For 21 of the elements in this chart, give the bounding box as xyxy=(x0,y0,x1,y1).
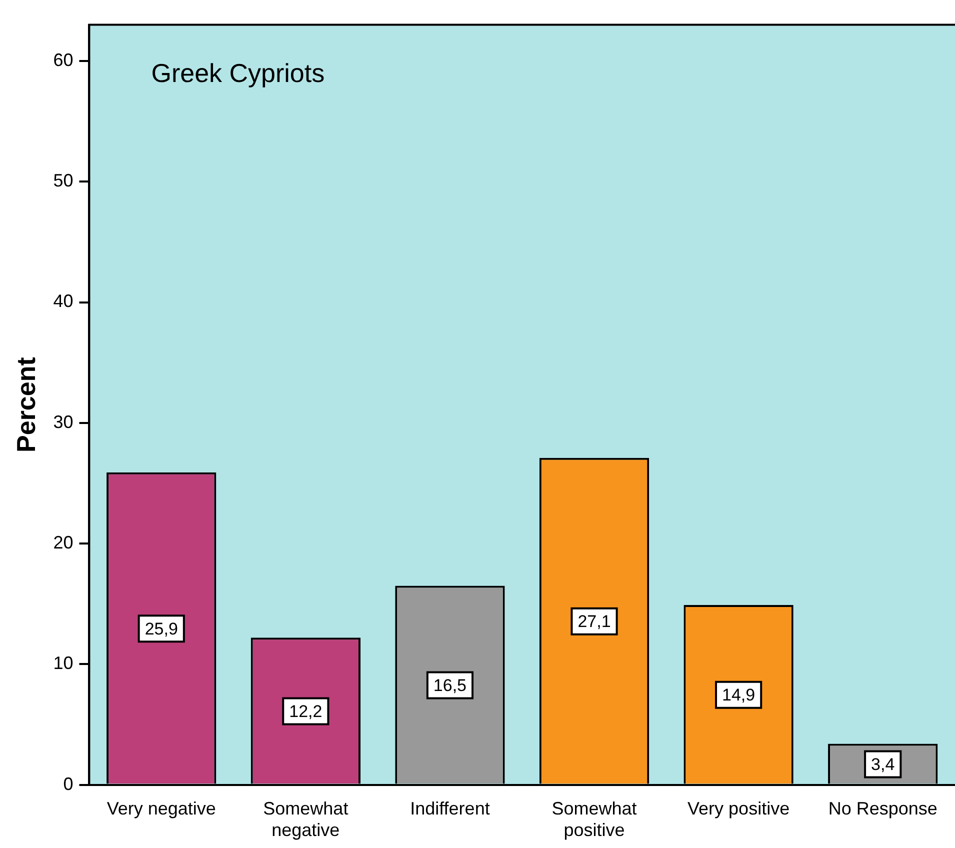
data-label: 25,9 xyxy=(144,619,178,638)
y-tick-label: 50 xyxy=(53,170,74,191)
x-tick-label: Very positive xyxy=(688,798,790,819)
y-tick-label: 40 xyxy=(53,291,74,312)
y-tick-label: 0 xyxy=(63,774,74,794)
text: Greek Cypriots xyxy=(151,58,325,88)
data-label: 3,4 xyxy=(871,754,895,774)
x-tick-label: Somewhat positive xyxy=(552,798,637,840)
x-tick-label: Indifferent xyxy=(410,798,490,819)
data-label: 16,5 xyxy=(433,676,467,695)
data-label: 27,1 xyxy=(578,612,611,632)
y-tick-label: 20 xyxy=(53,532,74,552)
y-axis-title: Percent xyxy=(10,356,41,452)
y-tick-label: 10 xyxy=(53,653,74,674)
x-tick-label: Very negative xyxy=(106,798,216,819)
x-tick-label: Somewhat negative xyxy=(263,798,348,840)
y-tick-label: 30 xyxy=(53,412,74,432)
data-label: 12,2 xyxy=(289,702,322,721)
y-tick-label: 60 xyxy=(53,50,74,70)
x-tick-label: No Response xyxy=(828,798,938,819)
data-label: 14,9 xyxy=(722,686,756,705)
